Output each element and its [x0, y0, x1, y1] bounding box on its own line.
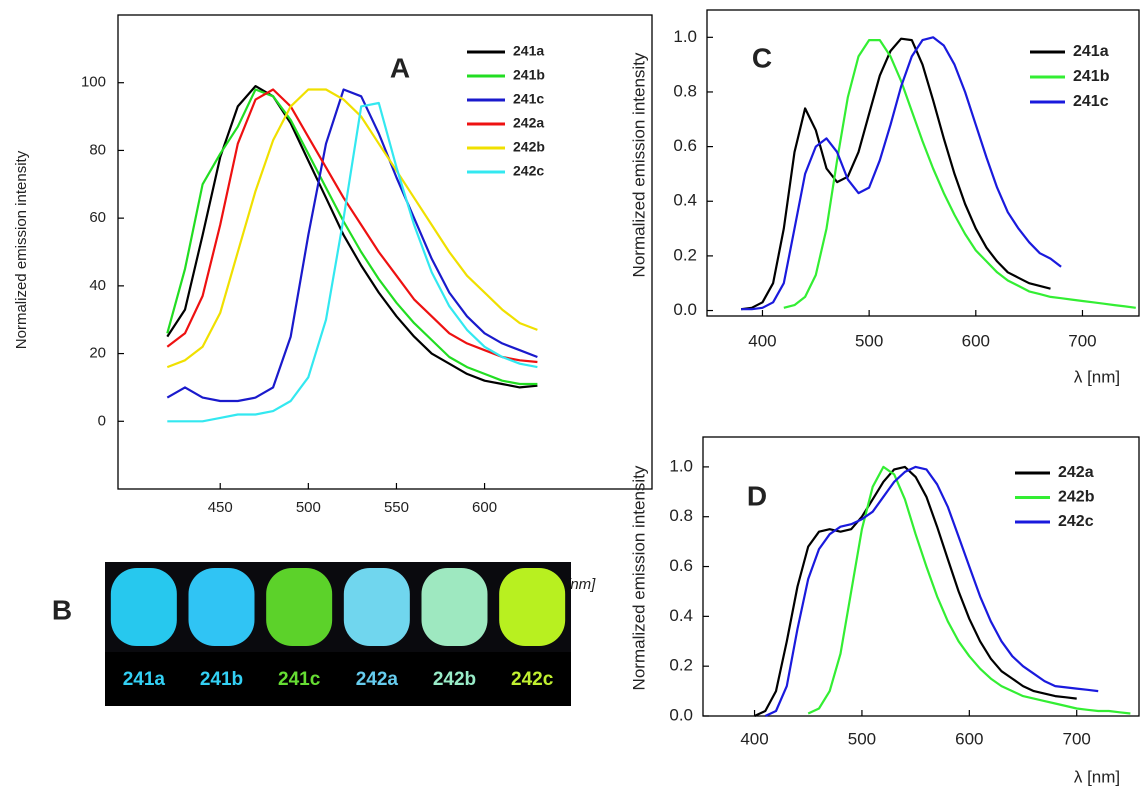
- y-tick-label: 0: [98, 412, 106, 429]
- sample-swatch: [421, 568, 488, 646]
- y-tick-label: 0.2: [669, 656, 693, 675]
- plot-frame: [702, 436, 1140, 717]
- sample-label: 241b: [200, 669, 243, 690]
- label-strip: [105, 652, 571, 706]
- x-tick-label: 500: [296, 499, 321, 516]
- series-line: [166, 85, 538, 389]
- legend-label: 241a: [1073, 43, 1109, 60]
- sample-label: 242a: [356, 669, 399, 690]
- x-tick-label: 550: [384, 499, 409, 516]
- y-axis-label: Normalized emission intensity: [629, 465, 648, 690]
- series-line: [166, 88, 538, 403]
- sample-swatch: [188, 568, 255, 646]
- x-axis-label: λ [nm]: [1074, 767, 1120, 786]
- legend-label: 242a: [513, 115, 544, 131]
- y-tick-label: 0.4: [669, 606, 693, 625]
- y-axis-label: Normalized emission intensity: [13, 150, 30, 349]
- y-tick-label: 0.0: [673, 300, 697, 319]
- sample-swatch: [266, 568, 333, 646]
- sample-label: 242b: [433, 669, 476, 690]
- x-tick-label: 500: [848, 729, 876, 748]
- series-line: [740, 37, 1051, 311]
- y-tick-label: 1.0: [669, 456, 693, 475]
- y-tick-label: 0.4: [673, 191, 697, 210]
- legend-label: 242c: [1058, 513, 1094, 530]
- series-line: [166, 88, 538, 364]
- legend-label: 241b: [513, 67, 545, 83]
- legend-label: 242b: [513, 139, 545, 155]
- y-axis-label: Normalized emission intensity: [629, 52, 648, 277]
- legend-label: 241a: [513, 43, 544, 59]
- y-tick-label: 0.6: [669, 556, 693, 575]
- panel-label: B: [52, 594, 72, 625]
- sample-swatch: [343, 568, 410, 646]
- y-tick-label: 0.8: [669, 506, 693, 525]
- x-tick-label: 400: [740, 729, 768, 748]
- legend-label: 241c: [1073, 93, 1109, 110]
- plot-frame: [706, 9, 1140, 317]
- x-axis-label: λ [nm]: [1074, 367, 1120, 386]
- legend-label: 241b: [1073, 68, 1110, 85]
- sample-swatch: [499, 568, 566, 646]
- sample-label: 242c: [511, 669, 554, 690]
- y-tick-label: 0.6: [673, 136, 697, 155]
- y-tick-label: 80: [89, 141, 106, 158]
- series-line: [167, 101, 538, 423]
- x-tick-label: 700: [1068, 331, 1096, 350]
- sample-swatch: [110, 568, 177, 646]
- y-tick-label: 100: [81, 74, 106, 91]
- panel-label: A: [390, 52, 410, 83]
- x-tick-label: 600: [472, 499, 497, 516]
- sample-label: 241a: [123, 669, 166, 690]
- legend-label: 241c: [513, 91, 544, 107]
- panel-label: D: [747, 480, 767, 511]
- series-line: [754, 465, 1077, 717]
- x-tick-label: 500: [855, 331, 883, 350]
- series-line: [741, 36, 1062, 311]
- y-tick-label: 0.8: [673, 81, 697, 100]
- plot-frame: [117, 14, 653, 490]
- x-tick-label: 400: [748, 331, 776, 350]
- x-tick-label: 600: [955, 729, 983, 748]
- x-tick-label: 600: [962, 331, 990, 350]
- x-tick-label: 700: [1063, 729, 1091, 748]
- legend-label: 242b: [1058, 489, 1095, 506]
- sample-label: 241c: [278, 669, 321, 690]
- series-line: [166, 88, 538, 369]
- y-tick-label: 0.2: [673, 245, 697, 264]
- y-tick-label: 60: [89, 209, 106, 226]
- series-line: [807, 465, 1131, 715]
- y-tick-label: 1.0: [673, 27, 697, 46]
- panel-label: C: [752, 42, 772, 73]
- series-line: [764, 465, 1099, 717]
- series-line: [166, 88, 538, 386]
- y-tick-label: 0.0: [669, 705, 693, 724]
- y-tick-label: 40: [89, 277, 106, 294]
- legend-label: 242c: [513, 163, 544, 179]
- y-tick-label: 20: [89, 345, 106, 362]
- x-tick-label: 450: [208, 499, 233, 516]
- series-line: [783, 39, 1136, 309]
- legend-label: 242a: [1058, 464, 1094, 481]
